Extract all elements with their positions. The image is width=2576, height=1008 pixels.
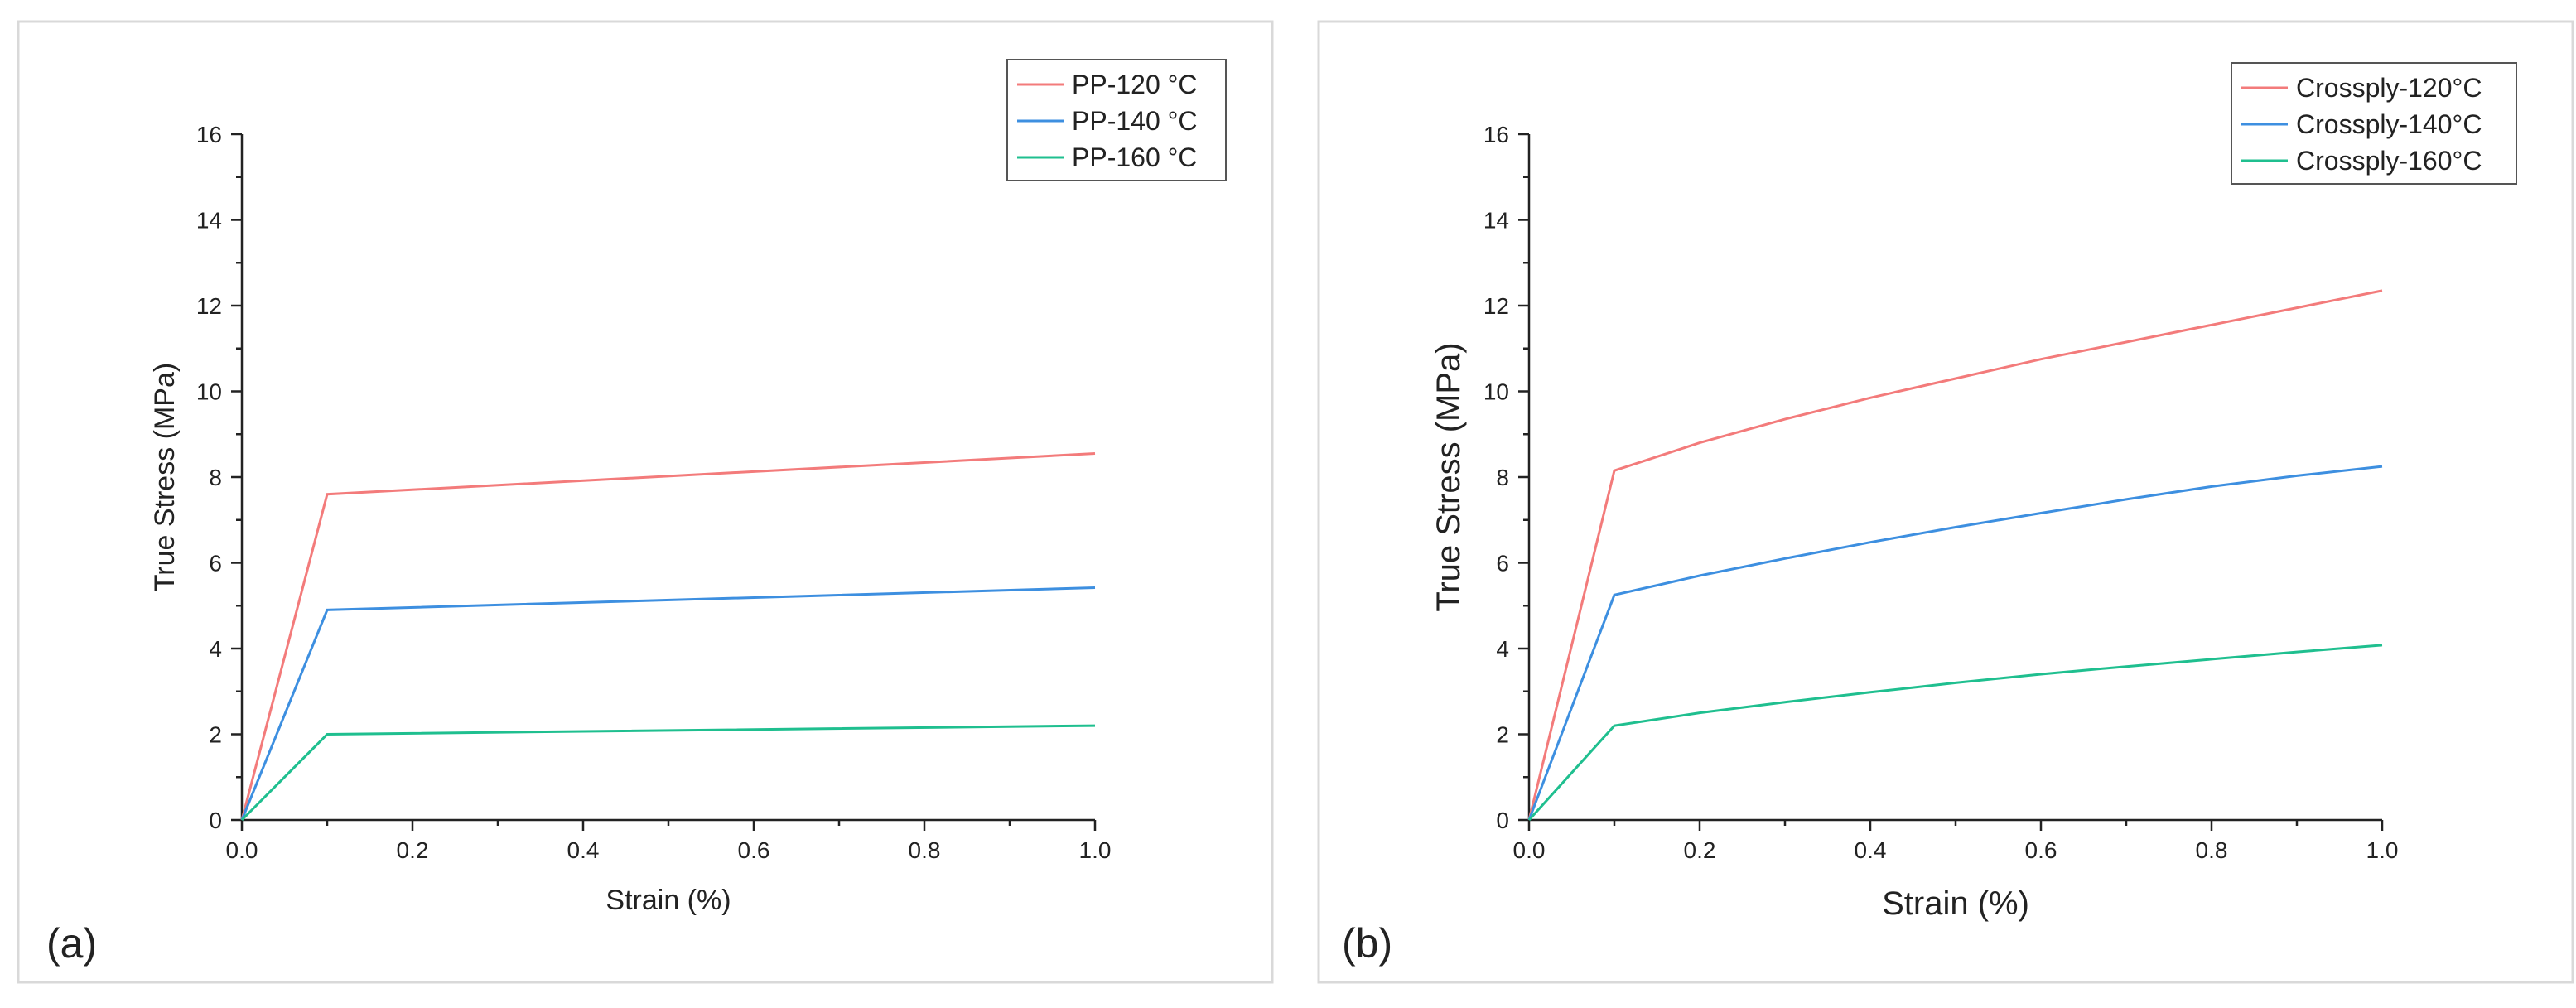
chart-b-svg: 0.0 0.2 0.4 0.6 0.8 1.0 0 2 4 6 8 10 12 14 16 Strain (… xyxy=(1317,20,2574,984)
y-tick-label: 16 xyxy=(196,122,222,147)
legend-label: Crossply-160°C xyxy=(2296,146,2482,176)
panel-frame xyxy=(17,20,1274,984)
chart-a-svg: 0.0 0.2 0.4 0.6 0.8 1.0 0 2 4 6 8 10 12 14 16 Strain (… xyxy=(17,20,1274,984)
y-tick-label: 8 xyxy=(1496,465,1509,490)
x-tick-label: 0.6 xyxy=(2025,837,2057,863)
y-tick-label: 0 xyxy=(1496,808,1509,833)
y-axis-title: True Stress (MPa) xyxy=(1430,342,1467,611)
y-tick-label: 6 xyxy=(209,551,222,576)
legend-label: Crossply-120°C xyxy=(2296,73,2482,103)
y-tick-label: 14 xyxy=(196,208,222,234)
y-axis-title: True Stress (MPa) xyxy=(149,363,181,591)
y-tick-label: 8 xyxy=(209,465,222,490)
plot-area: 0.0 0.2 0.4 0.6 0.8 1.0 0 2 4 6 8 10 12 14 16 xyxy=(1483,122,2399,863)
legend: PP-120 °C PP-140 °C PP-160 °C xyxy=(1006,59,1227,181)
legend-label: Crossply-140°C xyxy=(2296,109,2482,139)
series-line-pp-120-c xyxy=(240,452,1096,821)
y-tick-label: 4 xyxy=(209,636,222,662)
legend: Crossply-120°C Crossply-140°C Crossply-160… xyxy=(2231,62,2517,185)
x-tick-label: 0.8 xyxy=(2196,837,2228,863)
y-tick-label: 10 xyxy=(196,379,222,405)
x-tick-label: 0.2 xyxy=(397,837,429,863)
x-tick-label: 0.6 xyxy=(738,837,770,863)
legend-label: PP-140 °C xyxy=(1072,106,1198,136)
y-tick-label: 10 xyxy=(1483,379,1509,405)
plot-area: 0.0 0.2 0.4 0.6 0.8 1.0 0 2 4 6 8 10 12 14 16 xyxy=(196,122,1112,863)
y-tick-label: 12 xyxy=(1483,293,1509,319)
x-tick-label: 0.4 xyxy=(1855,837,1887,863)
y-tick-label: 0 xyxy=(209,808,222,833)
x-tick-label: 0.0 xyxy=(226,837,258,863)
series-line-crossply-120-c xyxy=(1527,289,2383,821)
x-tick-label: 0.0 xyxy=(1513,837,1546,863)
x-tick-label: 1.0 xyxy=(2366,837,2399,863)
series-line-pp-140-c xyxy=(240,586,1096,821)
panel-label: (b) xyxy=(1342,920,1392,967)
legend-label: PP-120 °C xyxy=(1072,70,1198,99)
x-tick-label: 1.0 xyxy=(1079,837,1112,863)
y-tick-label: 14 xyxy=(1483,208,1509,234)
y-tick-label: 16 xyxy=(1483,122,1509,147)
y-tick-label: 6 xyxy=(1496,551,1509,576)
y-tick-label: 2 xyxy=(209,722,222,748)
panel-label: (a) xyxy=(46,920,97,967)
x-tick-label: 0.8 xyxy=(909,837,941,863)
x-axis-title: Strain (%) xyxy=(605,885,731,916)
legend-label: PP-160 °C xyxy=(1072,142,1198,172)
series-line-pp-160-c xyxy=(240,724,1096,822)
x-tick-label: 0.4 xyxy=(567,837,600,863)
x-tick-label: 0.2 xyxy=(1684,837,1716,863)
y-tick-label: 2 xyxy=(1496,722,1509,748)
series-line-crossply-140-c xyxy=(1527,465,2383,821)
y-tick-label: 4 xyxy=(1496,636,1509,662)
chart-panel-a: 0.0 0.2 0.4 0.6 0.8 1.0 0 2 4 6 8 10 12 14 16 Strain (… xyxy=(0,0,1276,1008)
chart-panel-b: 0.0 0.2 0.4 0.6 0.8 1.0 0 2 4 6 8 10 12 14 16 Strain (… xyxy=(1300,0,2576,1008)
series-line-crossply-160-c xyxy=(1527,644,2383,822)
x-axis-title: Strain (%) xyxy=(1882,885,2029,922)
panel-frame xyxy=(1317,20,2574,984)
y-tick-label: 12 xyxy=(196,293,222,319)
